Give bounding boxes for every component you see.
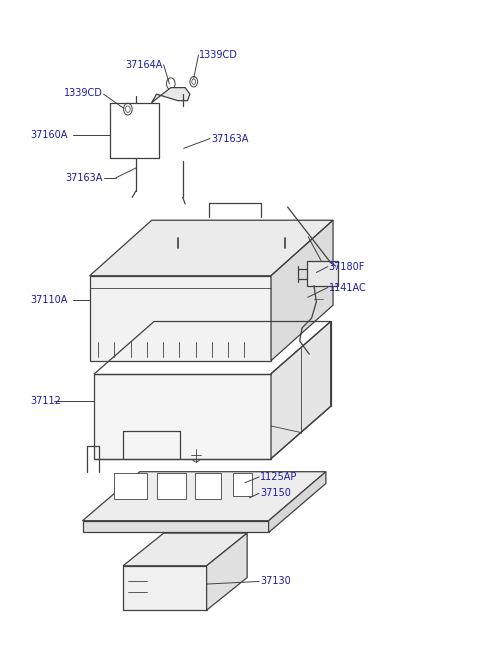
Polygon shape [123,565,206,610]
Text: 1339CD: 1339CD [64,88,103,98]
Polygon shape [90,276,271,361]
Text: 37163A: 37163A [65,173,103,183]
Polygon shape [114,474,147,499]
Text: 1125AP: 1125AP [260,472,298,482]
Text: 37110A: 37110A [30,295,67,305]
Polygon shape [233,474,252,496]
Polygon shape [206,533,247,610]
Text: 1339CD: 1339CD [199,50,238,60]
Polygon shape [152,88,190,102]
Polygon shape [83,521,269,533]
Polygon shape [195,474,221,499]
Polygon shape [90,220,333,276]
Text: 37150: 37150 [260,488,291,499]
Text: 37163A: 37163A [211,134,249,144]
Polygon shape [271,321,331,459]
Polygon shape [269,472,326,533]
Text: 37160A: 37160A [30,131,67,140]
Polygon shape [307,260,338,285]
Polygon shape [157,474,186,499]
Polygon shape [83,472,326,521]
Polygon shape [95,374,271,459]
Text: 37112: 37112 [30,396,61,406]
Polygon shape [271,220,333,361]
Text: 37130: 37130 [260,577,291,586]
Text: 37180F: 37180F [329,262,365,272]
Text: 37164A: 37164A [125,60,163,70]
Text: 1141AC: 1141AC [329,283,367,293]
Polygon shape [123,533,247,565]
